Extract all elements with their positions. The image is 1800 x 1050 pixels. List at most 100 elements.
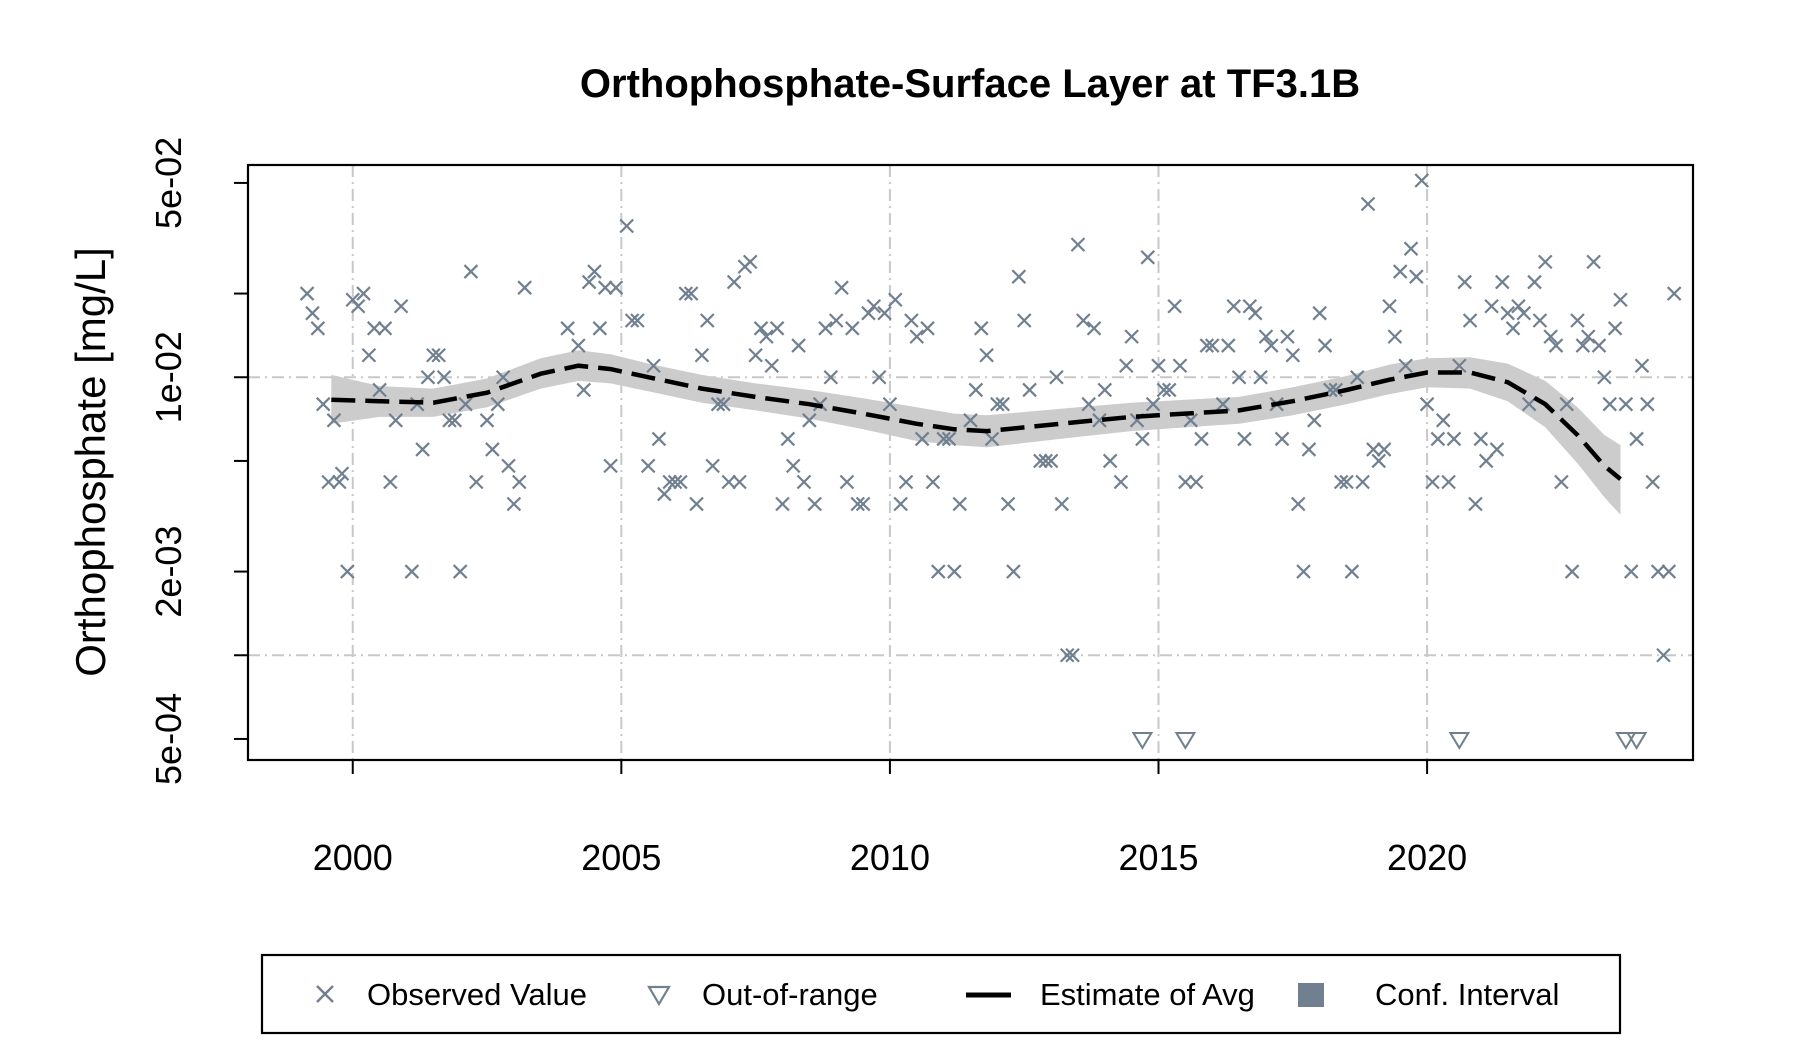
observed-point [947, 564, 962, 579]
observed-point [866, 298, 882, 314]
observed-point [1623, 564, 1639, 579]
y-axis-label: Orthophosphate [mg/L] [67, 247, 114, 677]
observed-point [1387, 329, 1403, 344]
observed-point [447, 413, 463, 428]
legend-item-out-of-range: Out-of-range [647, 977, 878, 1012]
observed-point [1016, 313, 1032, 328]
observed-point [963, 413, 978, 428]
observed-point [828, 313, 844, 328]
observed-point [1457, 274, 1472, 290]
observed-point [608, 280, 624, 295]
x-tick-label: 2000 [313, 837, 393, 878]
observed-point [941, 431, 957, 447]
observed-point [517, 280, 532, 295]
observed-point [651, 431, 667, 447]
observed-point [1054, 496, 1070, 512]
triangle-down-icon [647, 985, 671, 1007]
observed-point [495, 369, 511, 385]
observed-point [748, 347, 763, 363]
observed-point [839, 474, 855, 490]
observed-point [506, 496, 522, 512]
observed-point [973, 321, 989, 336]
observed-point [1076, 313, 1091, 328]
observed-point [898, 474, 914, 490]
observed-point [764, 358, 780, 374]
observed-point [431, 347, 446, 363]
observed-point [1317, 338, 1333, 353]
observed-point [1666, 286, 1682, 301]
observed-point [925, 474, 941, 490]
legend-item-estimate: Estimate of Avg [966, 977, 1255, 1012]
observed-point [1167, 298, 1182, 314]
observed-point [1554, 474, 1569, 490]
observed-point [366, 321, 382, 336]
observed-point [372, 382, 387, 398]
observed-point [1409, 269, 1424, 284]
observed-point [1403, 241, 1419, 256]
observed-point [1049, 369, 1064, 385]
observed-point [1650, 564, 1666, 579]
observed-point [1478, 453, 1494, 469]
observed-point [845, 321, 860, 336]
observed-point [1446, 431, 1462, 447]
observed-point [511, 474, 527, 490]
observed-point [469, 474, 484, 490]
observed-point [689, 496, 704, 512]
observed-point [1215, 396, 1231, 412]
observed-point [1290, 496, 1306, 512]
observed-point [326, 413, 342, 428]
grid-lines [248, 165, 1693, 760]
observed-point [721, 474, 737, 490]
observed-point [1355, 474, 1370, 490]
observed-point [1161, 382, 1177, 398]
observed-point [984, 431, 1000, 447]
out-of-range-point [1448, 731, 1471, 750]
observed-point [442, 413, 457, 428]
observed-point [850, 496, 865, 512]
y-tick-label: 5e-02 [148, 137, 189, 229]
observed-point [490, 396, 506, 412]
observed-point [1366, 442, 1381, 457]
observed-point [1640, 396, 1655, 412]
observed-point [1629, 431, 1644, 447]
observed-point [426, 347, 441, 363]
observed-point [1382, 298, 1397, 314]
observed-point [361, 347, 377, 363]
observed-point [1586, 254, 1601, 270]
observed-point [1065, 647, 1080, 663]
observed-point [796, 474, 812, 490]
out-of-range-point [1174, 731, 1197, 750]
observed-point [1473, 431, 1489, 447]
legend-item-observed: Observed Value [316, 977, 587, 1012]
observed-point [1135, 431, 1150, 447]
observed-point [1516, 305, 1532, 321]
observed-point [592, 321, 608, 336]
observed-point [753, 321, 769, 336]
observed-point [1360, 196, 1376, 212]
observed-point [1435, 413, 1451, 428]
observed-point [1178, 474, 1193, 490]
observed-point [299, 286, 315, 301]
observed-point [630, 313, 645, 328]
observed-point [807, 496, 822, 512]
legend-label-estimate: Estimate of Avg [1040, 977, 1255, 1012]
observed-point [619, 218, 634, 234]
observed-point [1656, 647, 1671, 663]
observed-point [1495, 274, 1510, 290]
observed-point [1247, 305, 1263, 321]
observed-point [1237, 431, 1252, 447]
observed-point [1537, 254, 1553, 270]
y-axis: 5e-04 2e-03 1e-02 5e-02 [148, 137, 249, 785]
observed-point [1081, 396, 1096, 412]
observed-point [657, 486, 672, 502]
observed-point [930, 564, 946, 579]
out-of-range-point [1625, 731, 1648, 750]
observed-point [662, 474, 677, 490]
observed-point [1124, 329, 1139, 344]
observed-point [785, 458, 801, 474]
observed-point [700, 313, 715, 328]
observed-point [936, 431, 951, 447]
observed-point [716, 396, 731, 412]
observed-point [1500, 305, 1515, 321]
observed-point [1172, 358, 1188, 374]
